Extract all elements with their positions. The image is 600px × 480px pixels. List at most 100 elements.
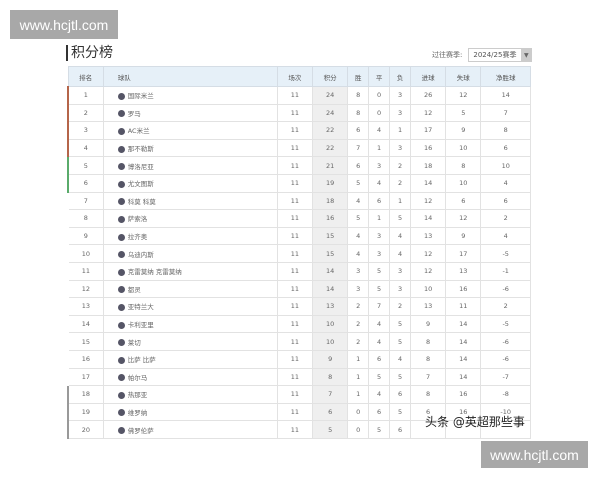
stat-cell: 24 (312, 103, 349, 123)
stat-cell: 6 (480, 191, 531, 211)
team-cell: 萨索洛 (102, 209, 278, 228)
rank-cell: 2 (66, 103, 104, 123)
stat-cell: 4 (368, 173, 391, 193)
stat-cell: 6 (368, 191, 391, 211)
stat-cell: 2 (389, 297, 411, 316)
stat-cell: 1 (389, 191, 411, 211)
stat-cell: 5 (389, 209, 411, 228)
team-name: 佛罗伦萨 (127, 426, 154, 435)
stat-cell: 17 (409, 121, 447, 140)
table-row[interactable]: 5 博洛尼亚 11 21 6 3 2 18 8 10 (66, 156, 531, 175)
stat-cell: 4 (480, 226, 531, 246)
stat-cell: 6 (389, 420, 411, 439)
table-row[interactable]: 9 拉齐奥 11 15 4 3 4 13 9 4 (68, 226, 531, 246)
stat-cell: 3 (389, 279, 411, 299)
stat-cell: 7 (368, 297, 391, 316)
stat-cell: 13 (409, 297, 447, 316)
stat-cell: -1 (480, 261, 531, 281)
table-row[interactable]: 20 佛罗伦萨 11 5 0 5 6 (66, 420, 531, 439)
stat-cell: 4 (368, 385, 391, 404)
stat-cell: -6 (480, 279, 531, 299)
stat-cell (480, 420, 531, 439)
stat-cell: 3 (368, 226, 391, 246)
team-name: 科莫 科莫 (127, 197, 156, 206)
stat-cell: 9 (445, 121, 482, 140)
stat-cell: 13 (312, 297, 349, 316)
stat-cell: 18 (409, 156, 447, 175)
team-name: 莱切 (127, 338, 141, 347)
team-cell: 都灵 (102, 279, 278, 299)
rank-cell: 16 (68, 349, 104, 369)
table-row[interactable]: 1 国际米兰 11 24 8 0 3 26 12 14 (66, 86, 531, 105)
watermark: www.hcjtl.com (10, 10, 118, 39)
team-name: 热那亚 (127, 391, 148, 400)
rank-cell: 20 (66, 420, 104, 439)
table-row[interactable]: 3 AC米兰 11 22 6 4 1 17 9 8 (66, 121, 531, 140)
rank-cell: 5 (66, 156, 104, 175)
team-cell: 乌迪内斯 (102, 244, 278, 263)
team-cell: 莱切 (102, 332, 278, 351)
stat-cell: 3 (368, 156, 391, 175)
stat-cell: -7 (480, 367, 531, 387)
stat-cell: 5 (312, 420, 349, 439)
team-cell: 比萨 比萨 (102, 349, 278, 369)
stat-cell: 11 (276, 297, 314, 316)
team-cell: 亚特兰大 (102, 297, 278, 316)
chevron-down-icon[interactable]: ▼ (521, 49, 532, 61)
stat-cell: 5 (389, 332, 411, 351)
column-header: 负 (389, 66, 411, 87)
team-logo-icon (117, 215, 125, 223)
table-row[interactable]: 16 比萨 比萨 11 9 1 6 4 8 14 -6 (68, 349, 531, 369)
rank-cell: 14 (68, 314, 104, 334)
table-row[interactable]: 7 科莫 科莫 11 18 4 6 1 12 6 6 (68, 191, 531, 211)
team-logo-icon (117, 374, 125, 382)
stat-cell: 11 (276, 244, 314, 263)
season-label: 过往赛季: (432, 51, 463, 59)
stat-cell: 6 (480, 138, 531, 158)
team-logo-icon (117, 321, 125, 329)
season-select[interactable]: 2024/25赛季 ▼ (468, 48, 533, 62)
stat-cell: 10 (445, 173, 482, 193)
table-row[interactable]: 18 热那亚 11 7 1 4 6 8 16 -8 (66, 385, 531, 404)
stat-cell: 2 (347, 297, 370, 316)
team-logo-icon (117, 198, 125, 206)
stat-cell: 22 (312, 121, 349, 140)
table-row[interactable]: 8 萨索洛 11 16 5 1 5 14 12 2 (68, 209, 531, 228)
stat-cell: 16 (312, 209, 349, 228)
stat-cell: 11 (276, 349, 314, 369)
table-row[interactable]: 6 尤文图斯 11 19 5 4 2 14 10 4 (66, 173, 531, 193)
table-row[interactable]: 11 克雷莫纳 克雷莫纳 11 14 3 5 3 12 13 -1 (68, 261, 531, 281)
stat-cell: 5 (368, 279, 391, 299)
table-row[interactable]: 10 乌迪内斯 11 15 4 3 4 12 17 -5 (68, 244, 531, 263)
stat-cell: 6 (389, 385, 411, 404)
table-row[interactable]: 14 卡利亚里 11 10 2 4 5 9 14 -5 (68, 314, 531, 334)
team-cell: 尤文图斯 (102, 173, 278, 193)
table-row[interactable]: 12 都灵 11 14 3 5 3 10 16 -6 (68, 279, 531, 299)
stat-cell: 5 (368, 420, 391, 439)
stat-cell: 9 (445, 226, 482, 246)
stat-cell: 19 (312, 173, 349, 193)
stat-cell: 14 (445, 314, 482, 334)
team-name: 那不勒斯 (127, 145, 154, 154)
table-row[interactable]: 4 那不勒斯 11 22 7 1 3 16 10 6 (66, 138, 531, 158)
stat-cell: 14 (409, 209, 447, 228)
team-cell: 佛罗伦萨 (102, 420, 278, 439)
table-row[interactable]: 15 莱切 11 10 2 4 5 8 14 -6 (68, 332, 531, 351)
stat-cell: 5 (368, 367, 391, 387)
team-logo-icon (117, 356, 125, 364)
stat-cell (445, 420, 482, 439)
stat-cell: 12 (445, 86, 482, 105)
stat-cell: 8 (445, 156, 482, 175)
table-row[interactable]: 2 罗马 11 24 8 0 3 12 5 7 (66, 103, 531, 123)
table-row[interactable]: 17 帕尔马 11 8 1 5 5 7 14 -7 (68, 367, 531, 387)
team-logo-icon (117, 409, 125, 417)
stat-cell: 5 (445, 103, 482, 123)
table-row[interactable]: 13 亚特兰大 11 13 2 7 2 13 11 2 (68, 297, 531, 316)
team-name: 萨索洛 (127, 215, 148, 224)
stat-cell: 10 (445, 138, 482, 158)
stat-cell: 10 (312, 314, 349, 334)
stat-cell: 11 (276, 420, 314, 439)
stat-cell: 8 (347, 86, 370, 105)
stat-cell: -5 (480, 314, 531, 334)
team-name: 拉齐奥 (127, 233, 148, 242)
